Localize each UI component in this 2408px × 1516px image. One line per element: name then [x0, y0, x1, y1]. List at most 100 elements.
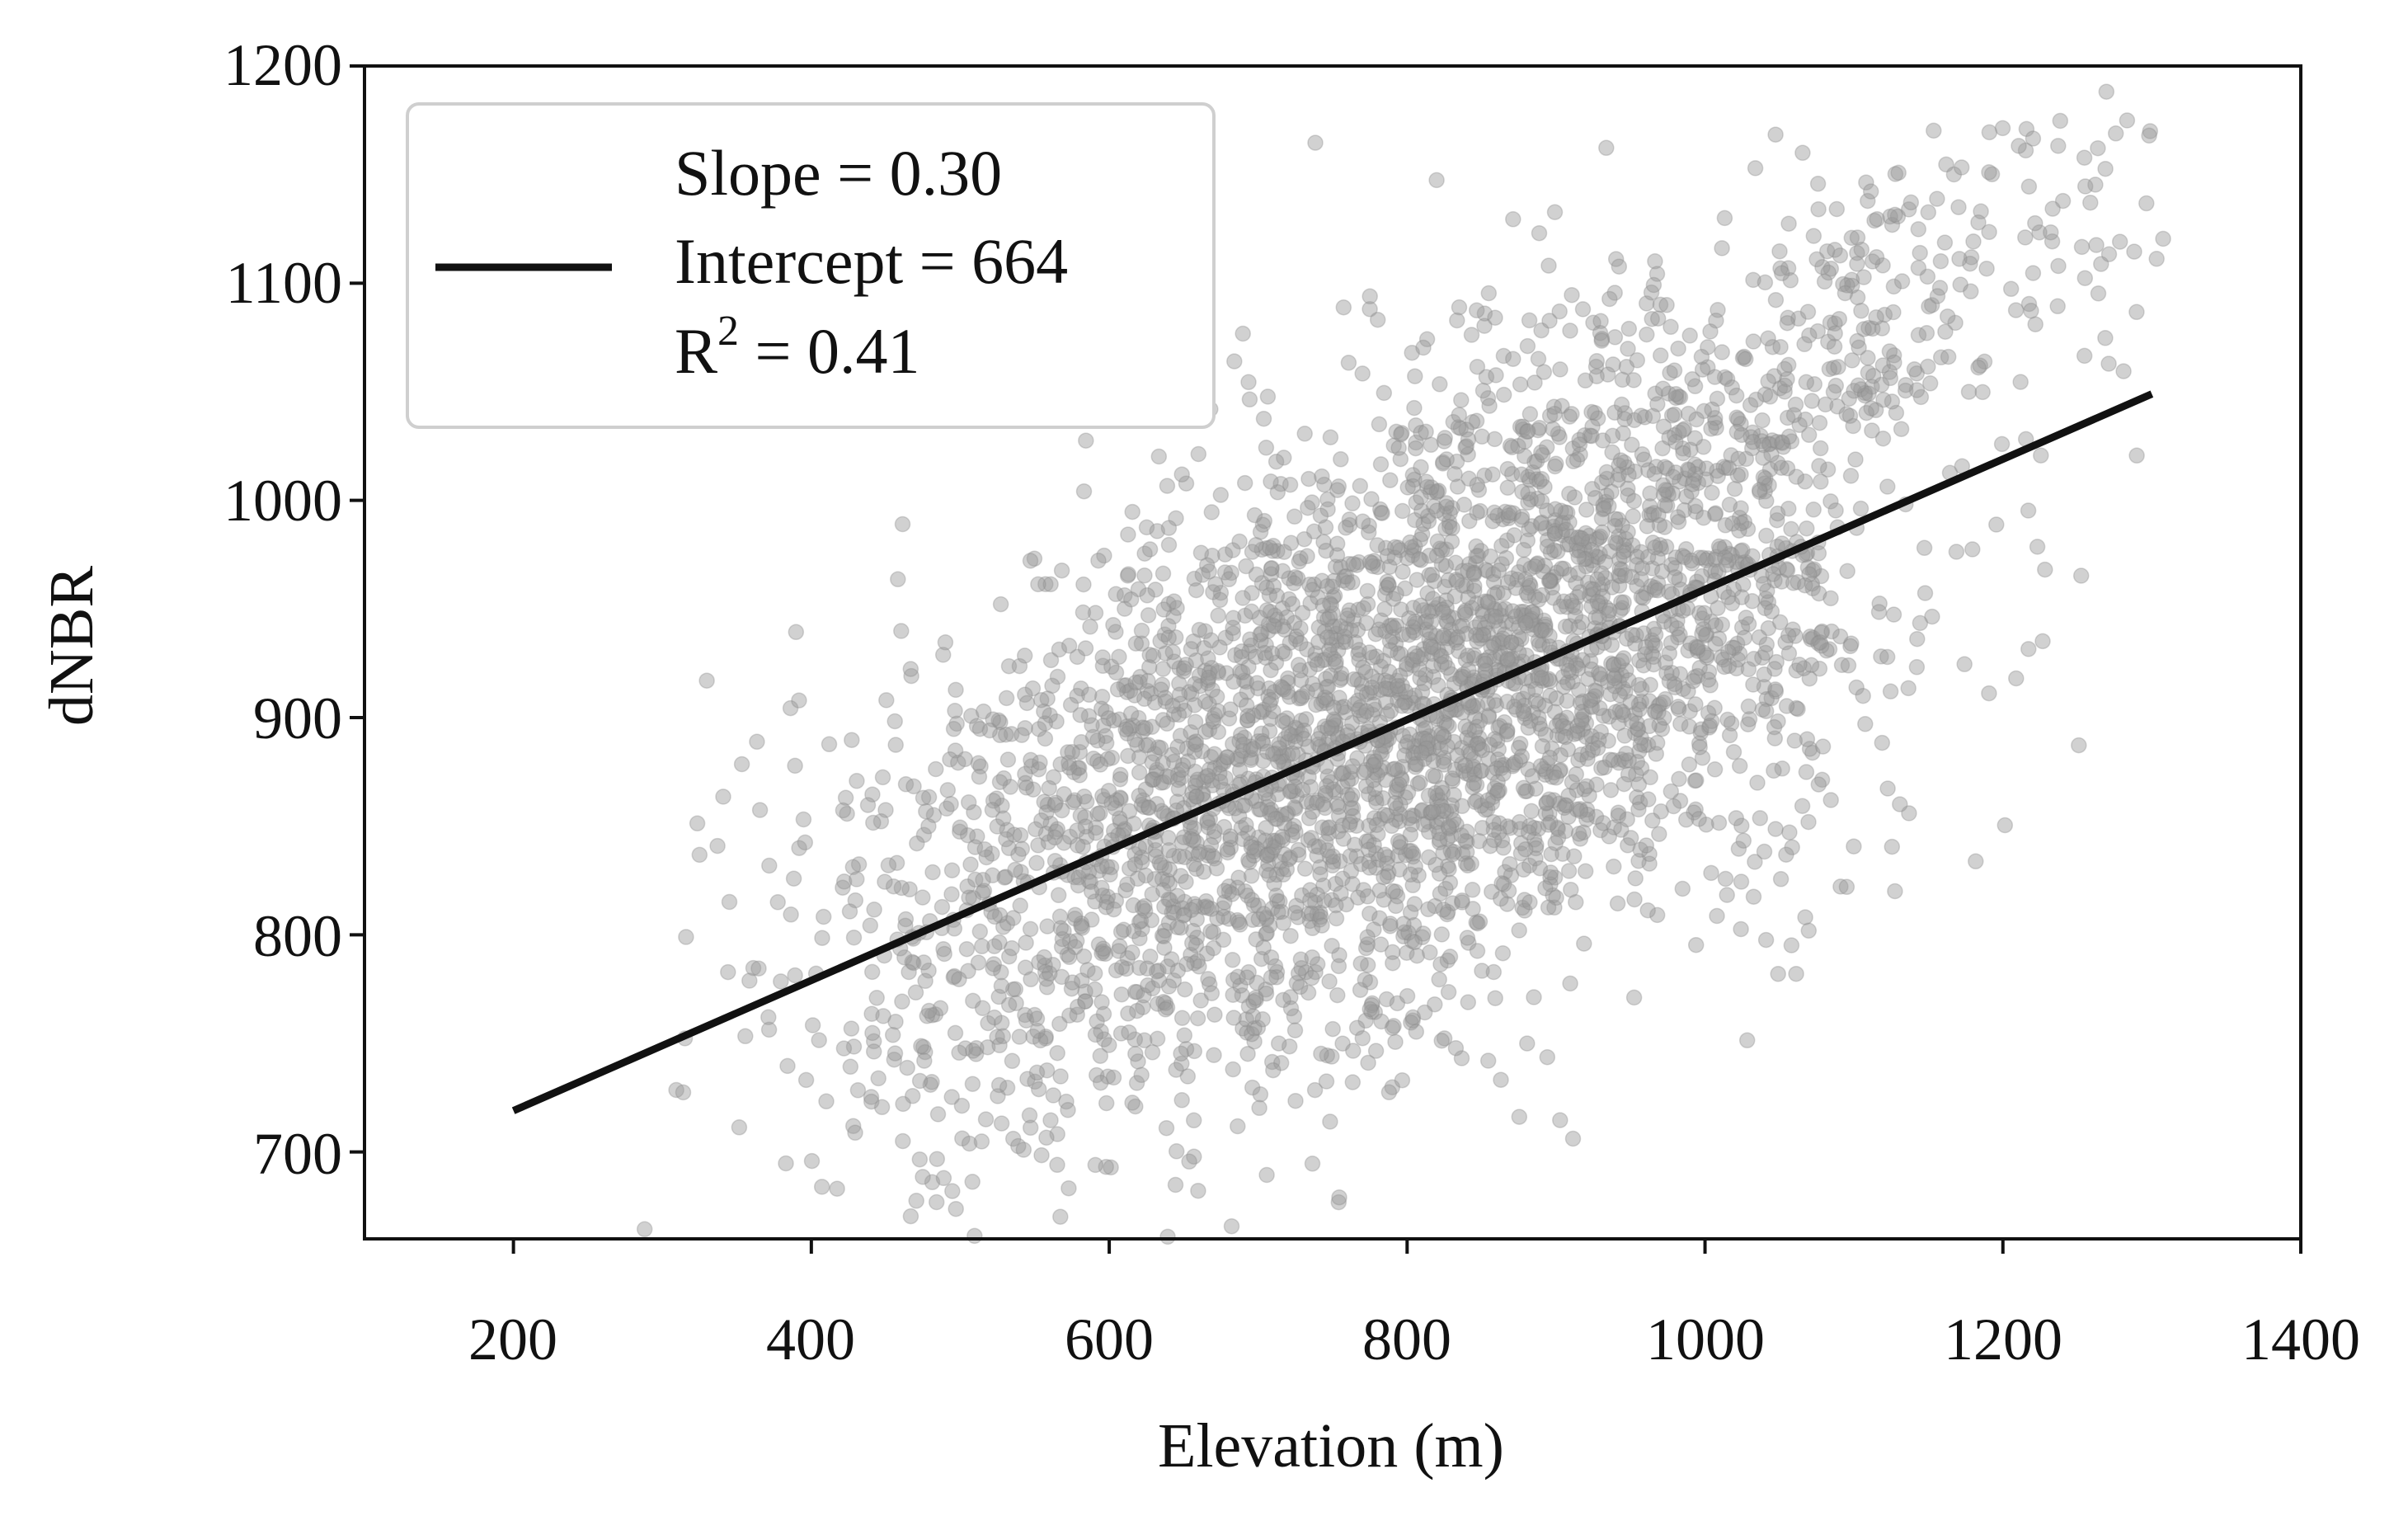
- data-point: [1536, 697, 1554, 714]
- data-point: [1791, 657, 1808, 673]
- data-point: [1108, 624, 1124, 640]
- data-point: [1377, 771, 1394, 789]
- data-point: [1197, 662, 1214, 679]
- data-point: [1548, 455, 1564, 472]
- data-point: [1324, 605, 1341, 622]
- data-point: [1439, 906, 1456, 923]
- data-point: [1864, 379, 1880, 395]
- data-point: [1546, 458, 1564, 475]
- data-point: [1366, 810, 1383, 826]
- data-point: [1112, 766, 1129, 784]
- data-point: [1050, 887, 1067, 904]
- data-point: [1329, 725, 1346, 742]
- data-point: [1165, 972, 1183, 989]
- data-point: [845, 929, 863, 946]
- data-point: [1250, 829, 1267, 846]
- data-point: [1436, 714, 1453, 731]
- data-point: [1588, 776, 1605, 793]
- data-point: [1465, 669, 1483, 685]
- data-point: [1383, 617, 1400, 633]
- data-point: [1369, 558, 1386, 576]
- data-point: [1663, 407, 1681, 424]
- data-point: [1810, 776, 1827, 793]
- data-point: [1456, 497, 1473, 513]
- data-point: [1981, 164, 1997, 181]
- data-point: [1056, 835, 1072, 851]
- data-point: [1094, 943, 1112, 960]
- data-point: [1728, 409, 1745, 426]
- data-point: [1263, 473, 1279, 490]
- data-point: [1675, 445, 1691, 462]
- data-point: [698, 672, 715, 689]
- data-point: [1700, 550, 1716, 567]
- data-point: [1314, 652, 1330, 669]
- data-point: [880, 857, 897, 873]
- data-point: [1413, 744, 1430, 761]
- data-point: [1390, 539, 1407, 556]
- data-point: [1554, 523, 1571, 539]
- data-point: [1206, 760, 1223, 776]
- data-point: [1446, 844, 1463, 860]
- data-point: [1460, 661, 1477, 678]
- data-point: [769, 894, 786, 911]
- data-point: [1537, 766, 1554, 784]
- data-point: [1406, 737, 1423, 755]
- data-point: [1300, 499, 1316, 516]
- data-point: [1672, 388, 1689, 406]
- data-point: [1225, 1061, 1241, 1078]
- data-point: [1503, 570, 1520, 587]
- data-point: [760, 1021, 778, 1038]
- data-point: [1349, 671, 1366, 689]
- data-point: [1239, 887, 1256, 904]
- data-point: [1300, 769, 1317, 785]
- data-point: [1321, 973, 1338, 990]
- data-point: [1663, 318, 1679, 336]
- data-point: [1517, 607, 1535, 624]
- data-point: [1616, 775, 1633, 793]
- data-point: [1791, 417, 1808, 434]
- data-point: [986, 1009, 1003, 1026]
- data-point: [1535, 760, 1552, 778]
- data-point: [1908, 365, 1926, 382]
- data-point: [1950, 199, 1967, 215]
- data-point: [1139, 960, 1155, 977]
- data-point: [2020, 641, 2037, 657]
- data-point: [865, 814, 882, 831]
- data-point: [1158, 1119, 1175, 1137]
- data-point: [1580, 671, 1597, 687]
- data-point: [1472, 627, 1489, 644]
- data-point: [1269, 611, 1286, 628]
- data-point: [2049, 298, 2066, 315]
- data-point: [1066, 869, 1083, 886]
- data-point: [1404, 652, 1420, 668]
- data-point: [1545, 518, 1562, 535]
- data-point: [1092, 805, 1108, 822]
- data-point: [1188, 930, 1206, 946]
- data-point: [998, 831, 1014, 848]
- data-point: [1142, 685, 1159, 702]
- data-point: [1206, 850, 1223, 867]
- data-point: [1812, 440, 1829, 457]
- data-point: [1287, 631, 1305, 647]
- data-point: [1058, 1093, 1075, 1110]
- data-point: [1358, 614, 1375, 632]
- data-point: [1164, 898, 1182, 915]
- data-point: [1260, 791, 1277, 808]
- data-point: [1470, 915, 1486, 932]
- data-point: [970, 755, 987, 772]
- data-point: [1422, 944, 1438, 961]
- data-point: [1503, 634, 1520, 651]
- data-point: [1454, 798, 1470, 815]
- data-point: [1716, 658, 1733, 676]
- data-point: [1292, 635, 1309, 652]
- data-point: [1390, 692, 1406, 709]
- data-point: [997, 869, 1014, 885]
- data-point: [1263, 807, 1281, 823]
- data-point: [1757, 703, 1775, 719]
- data-point: [1145, 771, 1161, 788]
- data-point: [1493, 757, 1510, 774]
- data-point: [1233, 648, 1250, 666]
- data-point: [1761, 461, 1779, 478]
- data-point: [1084, 717, 1100, 733]
- data-point: [1296, 530, 1313, 548]
